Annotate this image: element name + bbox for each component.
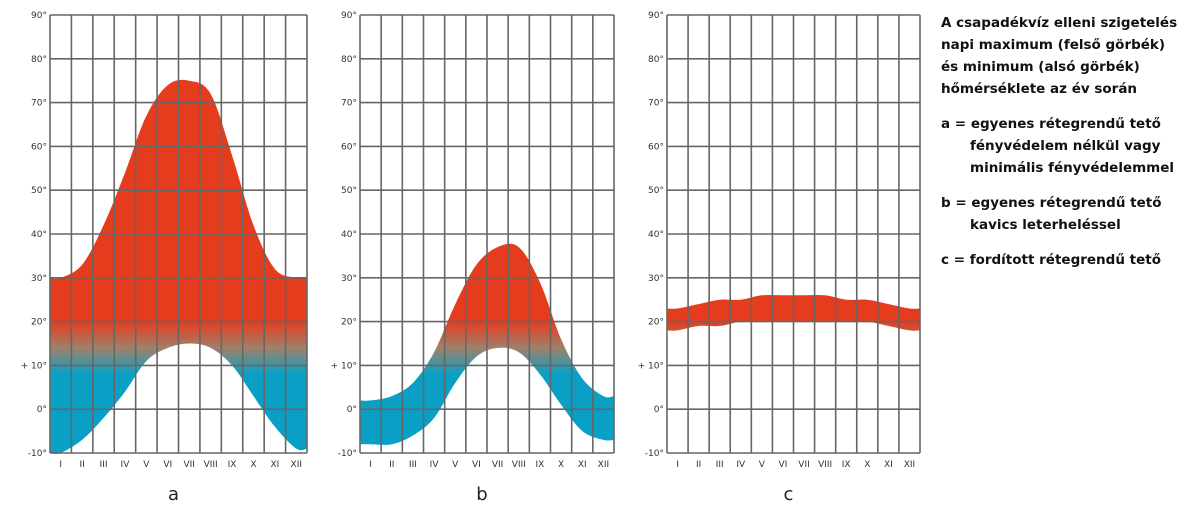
legend-item-b: b = egyenes rétegrendű tető kavics leter… [941, 192, 1179, 236]
y-tick-label: 20° [31, 318, 47, 328]
x-tick-label: III [100, 460, 108, 470]
y-tick-label: + 10° [638, 361, 664, 371]
x-tick-label: VI [779, 460, 788, 470]
x-tick-label: X [864, 460, 870, 470]
x-tick-label: X [558, 460, 564, 470]
x-tick-label: V [759, 460, 766, 470]
legend-item-a: a = egyenes rétegrendű tető fényvédelem … [941, 113, 1179, 179]
y-tick-label: -10° [338, 449, 357, 459]
x-tick-label: VII [183, 460, 194, 470]
chart-panel-c: -10°0°+ 10°20°30°40°50°60°70°80°90°I II II… [638, 11, 921, 505]
chart-panel-a: -10°0°+ 10°20°30°40°50°60°70°80°90°I II II… [21, 11, 308, 505]
legend-item-line: c = fordított rétegrendű tető [941, 252, 1161, 268]
x-tick-label: IX [228, 460, 237, 470]
x-tick-label: VII [798, 460, 809, 470]
x-tick-label: IX [536, 460, 545, 470]
y-tick-label: 30° [648, 274, 664, 284]
x-tick-label: V [452, 460, 459, 470]
legend-item-line: b = egyenes rétegrendű tető [941, 195, 1162, 211]
x-tick-label: IV [121, 460, 131, 470]
y-tick-label: 70° [31, 99, 47, 109]
legend-title: A csapadékvíz elleni szigetelés napi max… [941, 12, 1179, 100]
legend-title-line: hőmérséklete az év során [941, 81, 1138, 97]
panel-label: a [168, 484, 179, 505]
y-tick-label: 90° [31, 11, 47, 21]
x-tick-label: IV [736, 460, 746, 470]
y-tick-label: 80° [31, 55, 47, 65]
y-tick-label: 60° [648, 142, 664, 152]
x-tick-label: VII [492, 460, 503, 470]
legend-item-line: minimális fényvédelemmel [970, 160, 1175, 176]
x-tick-label: II [389, 460, 394, 470]
y-tick-label: -10° [645, 449, 664, 459]
y-tick-label: 50° [31, 186, 47, 196]
y-tick-label: 50° [648, 186, 664, 196]
x-tick-label: X [250, 460, 256, 470]
legend-title-line: és minimum (alsó görbék) [941, 59, 1140, 75]
legend-item-line: a = egyenes rétegrendű tető [941, 116, 1161, 132]
y-tick-label: 40° [31, 230, 47, 240]
y-tick-label: 90° [648, 11, 664, 21]
x-tick-label: III [409, 460, 417, 470]
y-tick-label: 70° [648, 99, 664, 109]
legend-title-line: A csapadékvíz elleni szigetelés [941, 15, 1178, 31]
y-tick-label: 70° [341, 99, 357, 109]
x-tick-label: VI [163, 460, 172, 470]
x-tick-label: VIII [818, 460, 832, 470]
x-tick-label: II [79, 460, 84, 470]
x-tick-label: XII [904, 460, 915, 470]
y-tick-label: 30° [31, 274, 47, 284]
y-tick-label: 60° [31, 142, 47, 152]
y-tick-label: 0° [347, 405, 357, 415]
x-tick-label: II [696, 460, 701, 470]
panel-label: c [784, 484, 794, 505]
x-tick-label: VIII [204, 460, 218, 470]
x-tick-label: XII [598, 460, 609, 470]
x-tick-label: IX [842, 460, 851, 470]
y-tick-label: 0° [37, 405, 47, 415]
y-tick-label: 50° [341, 186, 357, 196]
x-tick-label: XI [270, 460, 279, 470]
x-tick-label: III [716, 460, 724, 470]
legend-item-line: fényvédelem nélkül vagy [970, 138, 1161, 154]
legend-item-c: c = fordított rétegrendű tető [941, 249, 1179, 271]
legend-item-line: kavics leterheléssel [970, 217, 1121, 233]
y-tick-label: 30° [341, 274, 357, 284]
y-tick-label: -10° [28, 449, 47, 459]
x-tick-label: VIII [512, 460, 526, 470]
panel-label: b [476, 484, 487, 505]
y-tick-label: 0° [654, 405, 664, 415]
y-tick-label: + 10° [21, 361, 47, 371]
y-tick-label: 80° [648, 55, 664, 65]
y-tick-label: 20° [341, 318, 357, 328]
legend: A csapadékvíz elleni szigetelés napi max… [941, 12, 1179, 271]
x-tick-label: XI [578, 460, 587, 470]
y-tick-label: 40° [341, 230, 357, 240]
x-tick-label: I [59, 460, 62, 470]
x-tick-label: I [369, 460, 372, 470]
x-tick-label: V [143, 460, 150, 470]
x-tick-label: XII [291, 460, 302, 470]
x-tick-label: XI [884, 460, 893, 470]
x-tick-label: VI [472, 460, 481, 470]
chart-panel-b: -10°0°+ 10°20°30°40°50°60°70°80°90°I II II… [331, 11, 615, 505]
y-tick-label: 40° [648, 230, 664, 240]
x-tick-label: IV [430, 460, 440, 470]
y-tick-label: 80° [341, 55, 357, 65]
y-tick-label: 20° [648, 318, 664, 328]
legend-title-line: napi maximum (felső görbék) [941, 37, 1166, 53]
x-tick-label: I [676, 460, 679, 470]
y-tick-label: 90° [341, 11, 357, 21]
y-tick-label: 60° [341, 142, 357, 152]
y-tick-label: + 10° [331, 361, 357, 371]
